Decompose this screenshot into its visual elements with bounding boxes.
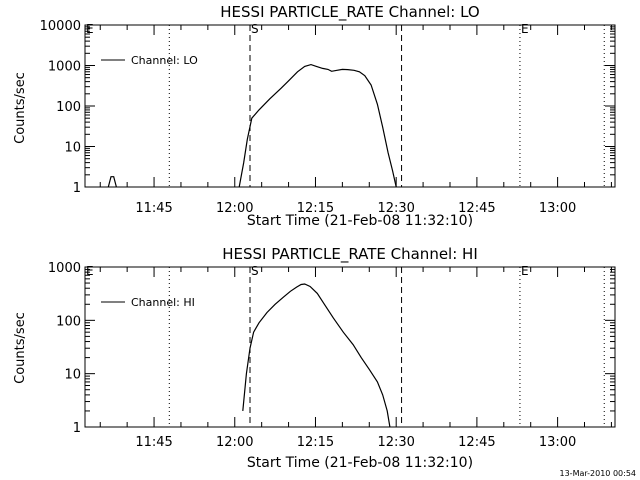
x-tick-label: 12:30 (377, 435, 414, 450)
y-tick-label: 1000 (48, 261, 81, 276)
x-tick-label: 12:45 (458, 201, 495, 216)
marker-e: E (86, 22, 94, 36)
x-tick-label: 12:15 (297, 201, 334, 216)
x-axis-label-lo: Start Time (21-Feb-08 11:32:10) (247, 213, 473, 229)
marker-e: E (86, 264, 94, 278)
x-tick-label: 12:30 (377, 201, 414, 216)
x-tick-label: 13:00 (539, 435, 576, 450)
x-tick-label: 12:00 (216, 435, 253, 450)
x-tick-label: 12:45 (458, 435, 495, 450)
marker-e: E (521, 22, 529, 36)
x-tick-label: 12:00 (216, 201, 253, 216)
y-tick-label: 100 (56, 314, 81, 329)
plot-frame (84, 266, 616, 428)
y-tick-label: 1 (73, 421, 81, 436)
chart-title-lo: HESSI PARTICLE_RATE Channel: LO (220, 3, 479, 22)
x-tick-label: 13:00 (539, 201, 576, 216)
x-tick-label: 12:15 (297, 435, 334, 450)
y-tick-label: 10000 (40, 19, 81, 34)
plot-frame (84, 24, 616, 188)
chart-title-hi: HESSI PARTICLE_RATE Channel: HI (222, 245, 478, 264)
y-axis-label-hi: Counts/sec (13, 312, 28, 384)
y-tick-label: 1000 (48, 60, 81, 75)
legend-label: Channel: LO (131, 54, 198, 67)
marker-s: S (251, 22, 259, 36)
series-line (242, 283, 391, 428)
x-tick-label: 11:45 (135, 435, 172, 450)
marker-s: S (251, 264, 259, 278)
y-tick-label: 100 (56, 100, 81, 115)
panel-lo: HESSI PARTICLE_RATE Channel: LO Counts/s… (13, 3, 616, 229)
x-tick-label: 11:45 (135, 201, 172, 216)
y-axis-label-lo: Counts/sec (13, 72, 28, 144)
panel-hi: HESSI PARTICLE_RATE Channel: HI Counts/s… (13, 245, 616, 471)
y-tick-label: 10 (64, 141, 81, 156)
y-tick-label: 10 (64, 368, 81, 383)
x-axis-label-hi: Start Time (21-Feb-08 11:32:10) (247, 455, 473, 471)
marker-e: E (521, 264, 529, 278)
y-tick-label: 1 (73, 181, 81, 196)
footer-timestamp: 13-Mar-2010 00:54 (560, 469, 637, 478)
series-line (107, 63, 397, 188)
legend-label: Channel: HI (131, 296, 195, 309)
